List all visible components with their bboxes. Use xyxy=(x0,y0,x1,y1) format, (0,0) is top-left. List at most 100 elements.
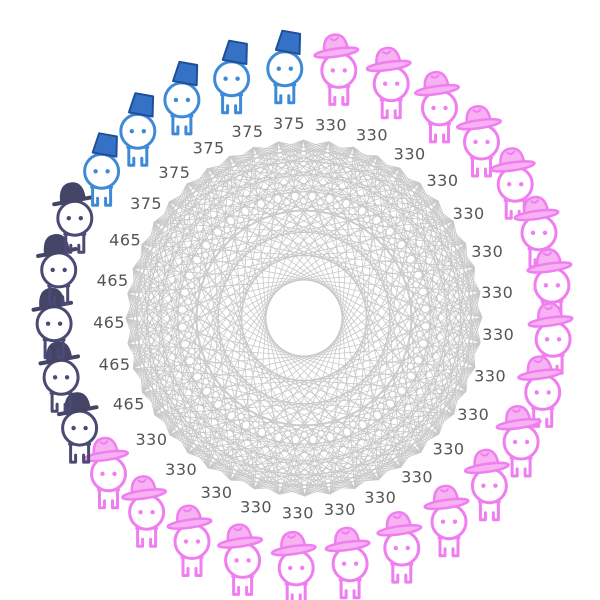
chord-line xyxy=(186,183,305,497)
chord-line xyxy=(127,220,454,294)
chord-line xyxy=(353,147,379,480)
person-figure-fedora xyxy=(376,511,423,584)
chord-line xyxy=(169,367,475,436)
fedora-hat-icon xyxy=(526,248,573,274)
value-label: 330 xyxy=(453,204,485,223)
value-label: 330 xyxy=(282,503,314,522)
chord-line xyxy=(230,342,481,481)
chord-line xyxy=(207,168,483,318)
fedora-hat-icon xyxy=(82,436,130,463)
chord-line xyxy=(154,414,439,435)
head xyxy=(61,409,99,447)
chord-line xyxy=(132,268,355,489)
fedora-hat-icon xyxy=(121,475,168,501)
person-figure-fedora xyxy=(166,504,213,577)
chord-line xyxy=(187,433,439,454)
chord-line xyxy=(254,317,483,490)
chord-line xyxy=(141,244,231,481)
chord-line xyxy=(419,183,440,435)
chord-line xyxy=(169,434,422,453)
chord-line xyxy=(354,183,421,489)
value-label: 375 xyxy=(231,122,263,141)
chord-line xyxy=(277,141,481,344)
people-ring xyxy=(31,29,574,600)
chord-line xyxy=(229,155,481,293)
chord-line xyxy=(142,367,475,393)
head xyxy=(83,152,121,190)
chord-line xyxy=(168,201,231,481)
chord-line xyxy=(277,141,467,392)
chord-line xyxy=(186,183,255,489)
chord-line xyxy=(230,391,467,481)
chord-line xyxy=(399,167,455,414)
chord-line xyxy=(125,146,354,319)
chord-line xyxy=(377,155,440,435)
chord-line xyxy=(169,317,483,436)
chord-line xyxy=(168,201,189,453)
value-label: 330 xyxy=(474,367,506,386)
chord-line xyxy=(133,200,439,269)
chord-line xyxy=(187,391,467,454)
person-figure-fedora xyxy=(489,147,536,220)
fedora-hat-icon xyxy=(365,46,412,73)
chord-line xyxy=(186,183,481,344)
fedora-hat-icon xyxy=(166,504,213,530)
chord-line xyxy=(153,146,354,223)
chord-line xyxy=(277,141,481,293)
value-label: 330 xyxy=(165,460,197,479)
chord-line xyxy=(169,434,379,481)
chord-line xyxy=(187,291,481,454)
fedora-hat-icon xyxy=(423,484,470,511)
head xyxy=(266,50,304,88)
chord-line xyxy=(141,141,279,393)
chord-line xyxy=(229,155,439,202)
value-label: 330 xyxy=(356,126,388,145)
fedora-hat-icon xyxy=(376,511,423,537)
chord-line xyxy=(353,146,483,318)
chord-line xyxy=(229,156,305,497)
chord-line xyxy=(153,200,439,223)
person-figure-bowler xyxy=(57,392,99,464)
value-label: 375 xyxy=(193,138,225,157)
chord-line xyxy=(153,222,171,436)
chord-line xyxy=(278,342,481,495)
chord-line xyxy=(154,201,170,415)
fez-hat-icon xyxy=(172,60,199,87)
chord-line xyxy=(168,201,331,495)
chord-line xyxy=(127,141,279,345)
chord-line xyxy=(420,200,439,453)
fedora-hat-icon xyxy=(517,355,564,381)
person-figure-fedora xyxy=(365,46,412,120)
chord-line xyxy=(141,244,475,268)
chord-line xyxy=(142,392,455,415)
value-label: 330 xyxy=(240,498,272,517)
chord-line xyxy=(254,367,476,490)
chord-line xyxy=(377,155,467,392)
chord-line xyxy=(133,368,305,497)
chord-line xyxy=(141,155,378,245)
chord-line xyxy=(141,244,280,495)
chord-line xyxy=(303,139,483,318)
value-label: 330 xyxy=(315,115,347,134)
chord-line xyxy=(186,167,400,185)
chord-line xyxy=(132,139,304,269)
fez-hat-icon xyxy=(127,92,155,118)
value-label: 330 xyxy=(364,488,396,507)
chord-line xyxy=(400,183,421,468)
chord-line xyxy=(186,183,209,469)
chord-line xyxy=(254,267,475,490)
value-label: 465 xyxy=(93,313,125,332)
chord-line xyxy=(132,167,400,269)
chord-line xyxy=(354,267,475,489)
chord-line xyxy=(133,139,304,369)
chord-line xyxy=(153,221,481,293)
fedora-hat-icon xyxy=(513,195,560,222)
chord-line xyxy=(400,267,475,468)
chord-line xyxy=(127,156,230,345)
chord-line xyxy=(207,141,279,469)
chord-line xyxy=(133,368,355,489)
chord-line xyxy=(133,368,467,392)
chord-line xyxy=(141,182,421,245)
chord-line xyxy=(400,221,454,468)
chord-line xyxy=(208,367,476,469)
